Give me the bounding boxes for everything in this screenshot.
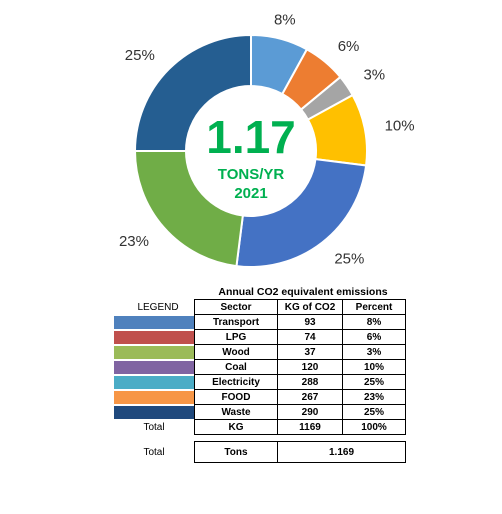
swatch-transport	[114, 315, 194, 329]
donut-slice-4	[235, 158, 368, 268]
swatch-coal	[114, 360, 194, 374]
total-kg-percent: 100%	[342, 419, 406, 435]
legend-header-cell	[114, 300, 195, 315]
cell-kg: 120	[277, 359, 343, 375]
table-row: Electricity 288 25%	[114, 374, 406, 390]
legend-header: LEGEND	[137, 302, 179, 313]
table-row: Coal 120 10%	[114, 359, 406, 375]
table-row: LPG 74 6%	[114, 329, 406, 345]
legend-swatch	[114, 360, 195, 375]
cell-percent: 6%	[342, 329, 406, 345]
cell-kg: 267	[277, 389, 343, 405]
slice-labels: 8% 6%3% 10% 25% 23% 25%	[119, 11, 415, 267]
cell-kg: 288	[277, 374, 343, 390]
cell-kg: 290	[277, 404, 343, 420]
total-kg-unit: KG	[194, 419, 278, 435]
cell-sector: Coal	[194, 359, 278, 375]
center-year: 2021	[234, 185, 267, 202]
cell-sector: Wood	[194, 344, 278, 360]
legend-swatch	[114, 330, 195, 345]
slice-label-6: 25%	[125, 47, 155, 64]
cell-kg: 37	[277, 344, 343, 360]
spacer-row	[114, 435, 406, 442]
center-unit: TONS/YR	[218, 166, 285, 183]
cell-sector: LPG	[194, 329, 278, 345]
table-row: Transport 93 8%	[114, 314, 406, 330]
table-header-row: Sector KG of CO2 Percent	[114, 299, 406, 315]
slice-label-1: 6%	[338, 38, 360, 55]
swatch-lpg	[114, 330, 194, 344]
cell-sector: FOOD	[194, 389, 278, 405]
slice-label-4: 25%	[334, 250, 364, 267]
table-row: Wood 37 3%	[114, 344, 406, 360]
cell-percent: 10%	[342, 359, 406, 375]
cell-kg: 93	[277, 314, 343, 330]
slice-label-2: 3%	[363, 67, 385, 84]
header-sector: Sector	[194, 299, 278, 315]
slice-label-5: 23%	[119, 233, 149, 250]
cell-sector: Electricity	[194, 374, 278, 390]
cell-percent: 25%	[342, 374, 406, 390]
total-kg-label: Total	[143, 421, 165, 433]
cell-percent: 8%	[342, 314, 406, 330]
cell-percent: 3%	[342, 344, 406, 360]
total-tons-value: 1.169	[277, 441, 406, 463]
total-kg-value: 1169	[277, 419, 343, 435]
slice-label-0: 8%	[274, 11, 296, 28]
total-tons-unit: Tons	[194, 441, 278, 463]
donut-slice-5	[133, 150, 244, 268]
legend-swatch	[114, 390, 195, 405]
donut-chart: 8% 6%3% 10% 25% 23% 25% 1.17 TONS/YR 2021	[119, 11, 415, 268]
emissions-table: Sector KG of CO2 Percent Transport 93 8%…	[114, 299, 406, 463]
cell-sector: Waste	[194, 404, 278, 420]
cell-percent: 25%	[342, 404, 406, 420]
table-title: Annual CO2 equivalent emissions	[218, 286, 388, 298]
donut-slice-6	[133, 33, 252, 152]
header-percent: Percent	[342, 299, 406, 315]
legend-swatch	[114, 345, 195, 360]
cell-kg: 74	[277, 329, 343, 345]
swatch-electricity	[114, 375, 194, 389]
swatch-waste	[114, 405, 194, 419]
cell-percent: 23%	[342, 389, 406, 405]
legend-swatch	[114, 405, 195, 420]
legend-swatch	[114, 375, 195, 390]
total-tons-label: Total	[143, 446, 165, 458]
header-kg: KG of CO2	[277, 299, 343, 315]
swatch-food	[114, 390, 194, 404]
table-row: Waste 290 25%	[114, 404, 406, 420]
swatch-wood	[114, 345, 194, 359]
legend-swatch	[114, 315, 195, 330]
center-value: 1.17	[206, 111, 296, 163]
cell-sector: Transport	[194, 314, 278, 330]
donut-slices	[133, 33, 368, 268]
total-kg-row: Total KG 1169 100%	[114, 419, 406, 435]
table-row: FOOD 267 23%	[114, 389, 406, 405]
total-tons-row: Total Tons 1.169	[114, 441, 406, 463]
slice-label-3: 10%	[385, 118, 415, 135]
